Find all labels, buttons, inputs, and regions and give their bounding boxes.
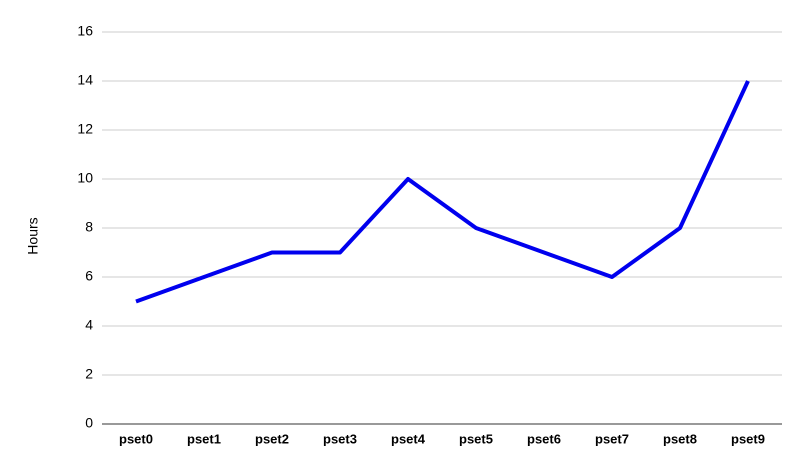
x-tick-label: pset4 (391, 431, 426, 446)
x-tick-label: pset3 (323, 431, 357, 446)
y-tick-label: 6 (85, 268, 93, 284)
x-tick-label: pset7 (595, 431, 629, 446)
y-tick-label: 8 (85, 219, 93, 235)
y-axis-label: Hours (25, 217, 41, 254)
y-tick-label: 4 (85, 317, 93, 333)
x-tick-label: pset5 (459, 431, 493, 446)
x-tick-label: pset9 (731, 431, 765, 446)
y-tick-label: 16 (77, 23, 93, 39)
x-tick-label: pset0 (119, 431, 153, 446)
y-tick-label: 12 (77, 121, 93, 137)
x-tick-label: pset8 (663, 431, 697, 446)
y-tick-label: 14 (77, 72, 93, 88)
data-line (135, 80, 750, 304)
x-tick-label: pset2 (255, 431, 289, 446)
x-tick-label: pset1 (187, 431, 221, 446)
x-tick-label: pset6 (527, 431, 561, 446)
y-tick-label: 2 (85, 366, 93, 382)
y-tick-label: 0 (85, 415, 93, 431)
y-tick-label: 10 (77, 170, 93, 186)
